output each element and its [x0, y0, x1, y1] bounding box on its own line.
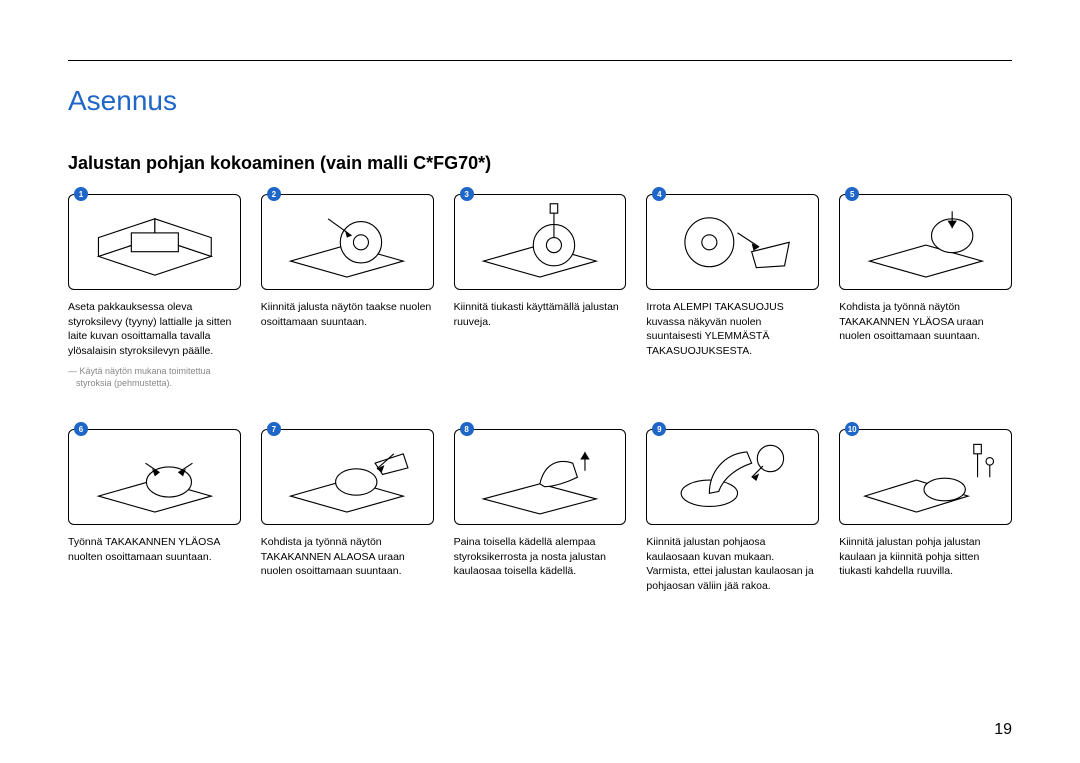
step-thumb-wrap: 3: [454, 194, 627, 300]
step-thumb-wrap: 4: [646, 194, 819, 300]
step: 1Aseta pakkauksessa oleva styroksilevy (…: [68, 194, 241, 389]
step-number-badge: 3: [460, 187, 474, 201]
steps-grid: 1Aseta pakkauksessa oleva styroksilevy (…: [68, 194, 1012, 594]
step-description: Kiinnitä jalustan pohja jalustan kaulaan…: [839, 535, 1012, 579]
step: 6Työnnä TAKAKANNEN YLÄOSA nuolten osoitt…: [68, 429, 241, 594]
step-number-badge: 1: [74, 187, 88, 201]
step-thumb-wrap: 5: [839, 194, 1012, 300]
page-title: Asennus: [68, 85, 1012, 117]
step-description: Kohdista ja työnnä näytön TAKAKANNEN ALA…: [261, 535, 434, 579]
step-description: Kiinnitä jalusta näytön taakse nuolen os…: [261, 300, 434, 329]
step-illustration: [261, 429, 434, 525]
step: 2Kiinnitä jalusta näytön taakse nuolen o…: [261, 194, 434, 389]
step: 8Paina toisella kädellä alempaa styroksi…: [454, 429, 627, 594]
step-description: Irrota ALEMPI TAKASUOJUS kuvassa näkyvän…: [646, 300, 819, 359]
step-number-badge: 7: [267, 422, 281, 436]
step-illustration: [68, 429, 241, 525]
step-number-badge: 8: [460, 422, 474, 436]
step-description: Paina toisella kädellä alempaa styroksik…: [454, 535, 627, 579]
step-description: Aseta pakkauksessa oleva styroksilevy (t…: [68, 300, 241, 359]
step: 9Kiinnitä jalustan pohjaosa kaulaosaan k…: [646, 429, 819, 594]
page-subtitle: Jalustan pohjan kokoaminen (vain malli C…: [68, 153, 1012, 174]
step-illustration: [454, 429, 627, 525]
step: 5Kohdista ja työnnä näytön TAKAKANNEN YL…: [839, 194, 1012, 389]
step-thumb-wrap: 2: [261, 194, 434, 300]
step-number-badge: 5: [845, 187, 859, 201]
step-thumb-wrap: 10: [839, 429, 1012, 535]
step-description: Työnnä TAKAKANNEN YLÄOSA nuolten osoitta…: [68, 535, 241, 564]
step-illustration: [68, 194, 241, 290]
step-illustration: [646, 194, 819, 290]
step-number-badge: 4: [652, 187, 666, 201]
step-illustration: [454, 194, 627, 290]
step-description: Kiinnitä jalustan pohjaosa kaulaosaan ku…: [646, 535, 819, 594]
step-thumb-wrap: 7: [261, 429, 434, 535]
step: 4Irrota ALEMPI TAKASUOJUS kuvassa näkyvä…: [646, 194, 819, 389]
step: 7Kohdista ja työnnä näytön TAKAKANNEN AL…: [261, 429, 434, 594]
step-thumb-wrap: 8: [454, 429, 627, 535]
step-number-badge: 2: [267, 187, 281, 201]
step-illustration: [839, 194, 1012, 290]
step: 10Kiinnitä jalustan pohja jalustan kaula…: [839, 429, 1012, 594]
step-number-badge: 6: [74, 422, 88, 436]
step-number-badge: 9: [652, 422, 666, 436]
step-thumb-wrap: 6: [68, 429, 241, 535]
step-illustration: [646, 429, 819, 525]
top-rule: [68, 60, 1012, 61]
step-thumb-wrap: 9: [646, 429, 819, 535]
step-note: ― Käytä näytön mukana toimitettua styrok…: [68, 365, 241, 389]
step-thumb-wrap: 1: [68, 194, 241, 300]
step-illustration: [261, 194, 434, 290]
step-description: Kohdista ja työnnä näytön TAKAKANNEN YLÄ…: [839, 300, 1012, 344]
step-description: Kiinnitä tiukasti käyttämällä jalustan r…: [454, 300, 627, 329]
step: 3Kiinnitä tiukasti käyttämällä jalustan …: [454, 194, 627, 389]
page-number: 19: [994, 721, 1012, 739]
step-number-badge: 10: [845, 422, 859, 436]
step-illustration: [839, 429, 1012, 525]
